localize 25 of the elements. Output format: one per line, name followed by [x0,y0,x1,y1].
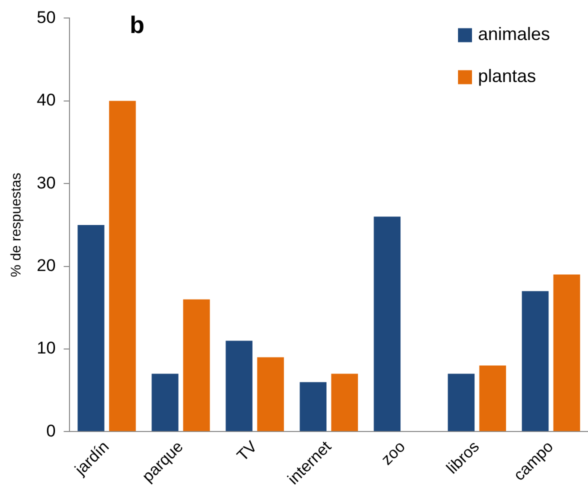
y-tick-label: 20 [36,256,56,275]
bar [109,100,136,432]
x-tick-label: zoo [378,438,409,469]
y-tick-label: 40 [36,90,56,110]
bar [374,216,401,432]
bar [479,366,506,432]
bar [300,382,326,432]
x-tick-label: TV [234,438,261,465]
legend-label: plantas [478,66,536,86]
bar [257,357,284,432]
y-axis-title: % de respuestas [7,172,24,278]
bar [553,274,580,432]
bar [226,340,252,432]
bar [78,224,104,432]
y-tick-label: 10 [36,338,56,358]
bar [522,291,549,432]
bar [331,374,358,432]
y-tick-label: 50 [36,8,56,27]
bar [152,374,178,432]
legend-label: animales [478,24,550,44]
bar [183,299,210,432]
y-tick-label: 0 [46,421,56,440]
bar [448,374,475,432]
y-tick-label: 30 [36,173,56,192]
chart-title: b [130,12,144,39]
